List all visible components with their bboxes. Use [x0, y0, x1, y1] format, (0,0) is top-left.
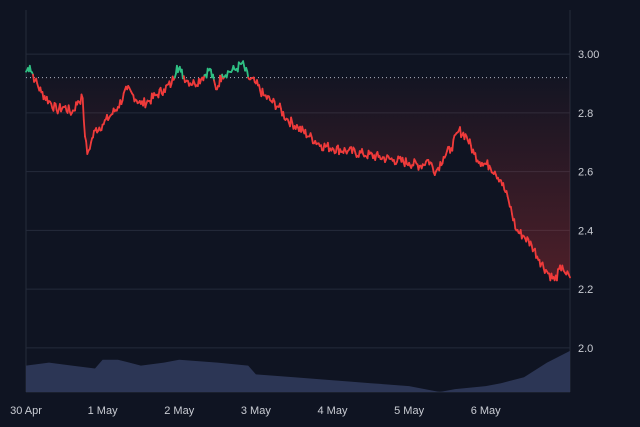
line-layer — [25, 60, 571, 282]
price-line-segment-below — [459, 126, 463, 139]
x-tick-label: 5 May — [394, 405, 424, 417]
price-line-segment-below — [404, 157, 408, 165]
price-line-segment-below — [451, 138, 455, 152]
x-axis: 30 Apr 1 May 2 May 3 May 4 May 5 May 6 May — [10, 405, 501, 417]
price-line-segment-below — [157, 88, 161, 99]
price-line-segment-below — [534, 247, 537, 259]
price-line-segment-above — [225, 70, 229, 79]
x-tick-label: 6 May — [471, 405, 501, 417]
price-line-segment-below — [507, 200, 511, 208]
price-line-segment-below — [88, 141, 92, 150]
price-line-segment-below — [54, 102, 58, 111]
x-tick-label: 30 Apr — [10, 405, 42, 417]
price-line-segment-above — [236, 61, 240, 73]
y-tick-label: 2.8 — [578, 108, 593, 120]
price-line-segment-below — [310, 136, 314, 145]
price-line-segment-below — [513, 218, 517, 230]
y-tick-label: 2.0 — [578, 343, 593, 355]
price-line-segment-below — [431, 165, 435, 174]
price-line-segment-below — [85, 140, 89, 155]
price-line-segment-below — [334, 145, 338, 154]
price-line-segment-below — [468, 138, 472, 147]
price-line-segment-below — [509, 205, 513, 215]
y-axis: 3.00 2.8 2.6 2.4 2.2 2.0 — [578, 49, 599, 355]
price-line-segment-above — [28, 64, 32, 73]
price-line-segment-above — [246, 70, 250, 79]
x-tick-label: 2 May — [164, 405, 194, 417]
volume-area — [26, 350, 570, 392]
price-line-segment-below — [261, 87, 265, 97]
price-line-segment-below — [502, 182, 506, 191]
price-line-segment-below — [258, 84, 262, 92]
price-line-segment-below — [92, 129, 95, 139]
price-line-segment-below — [541, 261, 545, 270]
volume-layer — [26, 350, 570, 392]
price-line-segment-below — [67, 104, 71, 113]
x-tick-label: 4 May — [317, 405, 347, 417]
price-line-segment-below — [52, 102, 56, 112]
y-tick-label: 2.2 — [578, 284, 593, 296]
price-line-segment-below — [474, 152, 478, 163]
price-line-segment-below — [121, 92, 125, 102]
grid-layer — [25, 10, 571, 393]
price-line-segment-below — [82, 119, 86, 138]
price-line-segment-below — [304, 128, 308, 139]
price-line-segment-below — [100, 123, 104, 132]
price-line-segment-below — [159, 86, 163, 95]
price-line-segment-below — [441, 155, 445, 165]
y-tick-label: 2.4 — [578, 225, 593, 237]
price-line-segment-below — [164, 84, 168, 93]
price-line-segment-below — [282, 111, 286, 120]
price-line-segment-below — [567, 273, 571, 279]
fill-layer — [26, 77, 570, 281]
price-line-segment-below — [374, 153, 378, 162]
price-line-segment-below — [556, 268, 559, 282]
price-line-segment-below — [290, 116, 294, 124]
price-line-segment-above — [205, 67, 209, 79]
price-line-segment-above — [212, 73, 215, 82]
x-tick-label: 3 May — [241, 405, 271, 417]
y-tick-label: 3.00 — [578, 49, 599, 61]
x-tick-label: 1 May — [88, 405, 118, 417]
price-line-segment-below — [81, 97, 85, 121]
below-baseline-fill — [26, 77, 570, 281]
y-tick-label: 2.6 — [578, 167, 593, 179]
